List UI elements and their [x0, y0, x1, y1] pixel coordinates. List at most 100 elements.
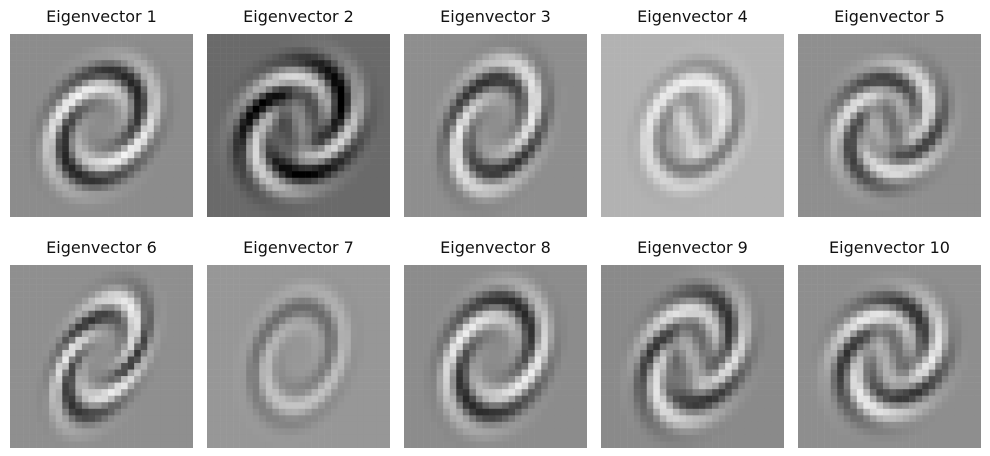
- pixel: [824, 203, 831, 211]
- pixel: [153, 421, 161, 429]
- pixel: [23, 197, 30, 205]
- pixel: [541, 73, 549, 80]
- pixel: [798, 66, 805, 74]
- pixel: [49, 330, 56, 338]
- pixel: [108, 408, 115, 416]
- pixel: [882, 86, 890, 94]
- pixel: [49, 284, 56, 292]
- pixel: [160, 53, 168, 61]
- pixel: [311, 278, 319, 285]
- pixel: [417, 158, 424, 165]
- pixel: [902, 66, 910, 74]
- pixel: [928, 86, 936, 94]
- pixel: [554, 47, 562, 54]
- pixel: [731, 145, 739, 152]
- pixel: [363, 265, 371, 272]
- pixel: [928, 66, 936, 74]
- pixel: [712, 210, 719, 217]
- pixel: [554, 125, 562, 133]
- pixel: [88, 79, 96, 87]
- pixel: [134, 382, 141, 390]
- pixel: [140, 112, 148, 120]
- pixel: [252, 297, 260, 305]
- pixel: [160, 402, 168, 410]
- pixel: [443, 34, 450, 41]
- pixel: [731, 60, 739, 67]
- pixel: [935, 73, 943, 80]
- pixel: [186, 376, 193, 383]
- pixel: [68, 73, 76, 80]
- pixel: [462, 92, 470, 100]
- pixel: [140, 60, 148, 67]
- pixel: [640, 47, 647, 54]
- pixel: [153, 310, 161, 318]
- pixel: [718, 112, 726, 120]
- pixel: [712, 158, 719, 165]
- pixel: [856, 138, 864, 146]
- pixel: [672, 34, 680, 41]
- pixel: [456, 177, 464, 185]
- pixel: [42, 34, 50, 41]
- pixel: [285, 203, 293, 211]
- pixel: [153, 171, 161, 179]
- pixel: [456, 203, 464, 211]
- pixel: [166, 92, 174, 100]
- pixel: [88, 317, 96, 325]
- pixel: [882, 138, 890, 146]
- pixel: [824, 73, 831, 80]
- pixel: [488, 112, 496, 120]
- pixel: [915, 118, 923, 126]
- pixel: [331, 145, 338, 152]
- pixel: [160, 343, 168, 351]
- pixel: [75, 99, 83, 107]
- pixel: [896, 60, 903, 67]
- pixel: [640, 73, 647, 80]
- pixel: [62, 184, 70, 192]
- pixel: [10, 323, 17, 331]
- pixel: [475, 158, 483, 165]
- pixel: [843, 190, 851, 198]
- pixel: [272, 171, 280, 179]
- pixel: [915, 138, 923, 146]
- pixel: [259, 138, 267, 146]
- pixel: [88, 118, 96, 126]
- pixel: [153, 60, 161, 67]
- pixel: [55, 132, 63, 139]
- pixel: [259, 271, 267, 279]
- pixel: [207, 99, 214, 107]
- pixel: [410, 92, 418, 100]
- pixel: [804, 60, 812, 67]
- pixel: [685, 177, 693, 185]
- pixel: [344, 310, 352, 318]
- pixel: [692, 99, 700, 107]
- pixel: [324, 99, 332, 107]
- pixel: [469, 60, 477, 67]
- pixel: [140, 356, 148, 364]
- pixel: [383, 164, 390, 172]
- pixel: [798, 105, 805, 113]
- pixel: [672, 60, 680, 67]
- pixel: [620, 203, 628, 211]
- pixel: [521, 73, 529, 80]
- pixel: [357, 92, 365, 100]
- pixel: [23, 86, 30, 94]
- pixel: [42, 158, 50, 165]
- pixel: [653, 171, 661, 179]
- pixel: [10, 184, 17, 192]
- pixel: [770, 40, 778, 48]
- pixel: [462, 145, 470, 152]
- pixel: [798, 53, 805, 61]
- pixel: [560, 158, 568, 165]
- pixel: [777, 158, 784, 165]
- pixel: [101, 125, 109, 133]
- pixel: [620, 53, 628, 61]
- pixel: [68, 330, 76, 338]
- pixel: [36, 171, 43, 179]
- pixel: [121, 428, 128, 436]
- pixel: [798, 197, 805, 205]
- pixel: [68, 40, 76, 48]
- pixel: [81, 323, 89, 331]
- pixel: [36, 349, 43, 357]
- pixel: [10, 415, 17, 423]
- pixel: [160, 323, 168, 331]
